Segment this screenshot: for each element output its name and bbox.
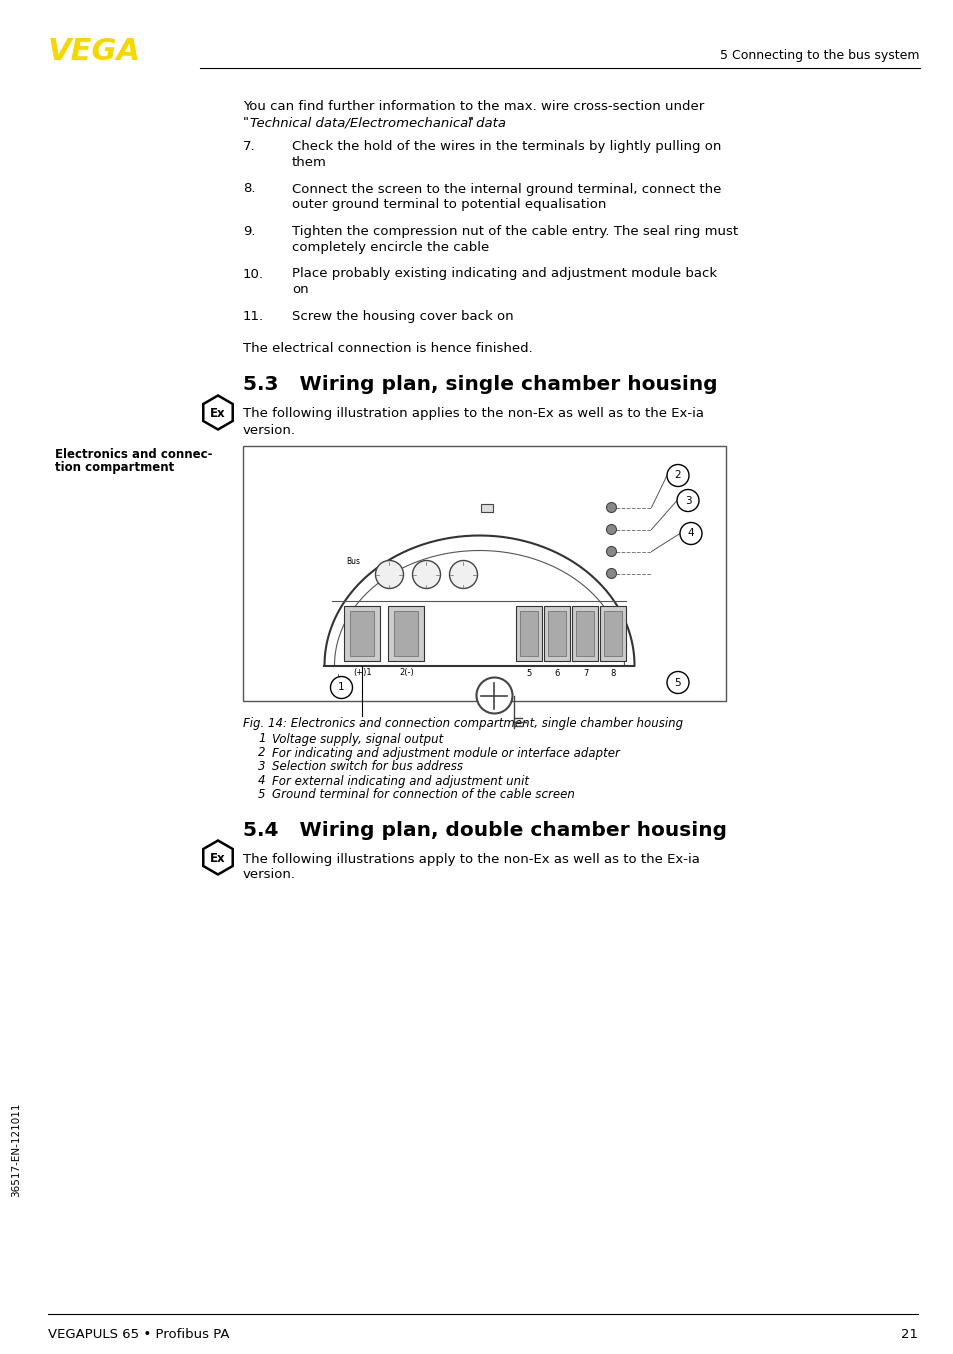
Bar [544, 605, 570, 661]
Text: Place probably existing indicating and adjustment module back: Place probably existing indicating and a… [292, 268, 717, 280]
Bar [604, 611, 622, 655]
Bar [572, 605, 598, 661]
Text: 2(-): 2(-) [398, 669, 414, 677]
Text: Electronics and connec-: Electronics and connec- [55, 448, 213, 460]
Text: +: + [335, 673, 341, 682]
Circle shape [330, 677, 352, 699]
Text: −: − [335, 684, 341, 692]
Text: 1: 1 [337, 682, 344, 692]
Text: 5.3   Wiring plan, single chamber housing: 5.3 Wiring plan, single chamber housing [243, 375, 717, 394]
Text: outer ground terminal to potential equalisation: outer ground terminal to potential equal… [292, 198, 606, 211]
Text: 5: 5 [674, 677, 680, 688]
Text: 2: 2 [674, 470, 680, 481]
Circle shape [606, 569, 616, 578]
Text: 1: 1 [257, 733, 265, 746]
Text: 5: 5 [257, 788, 265, 802]
Text: 36517-EN-121011: 36517-EN-121011 [11, 1102, 21, 1197]
Circle shape [449, 561, 477, 589]
Text: 11.: 11. [243, 310, 264, 324]
Text: 8: 8 [610, 669, 616, 677]
Bar [576, 611, 594, 655]
Text: VEGAPULS 65 • Profibus PA: VEGAPULS 65 • Profibus PA [48, 1328, 230, 1340]
Text: 3: 3 [257, 761, 265, 773]
Bar [388, 605, 424, 661]
Text: 3: 3 [684, 496, 691, 505]
Text: them: them [292, 156, 327, 168]
Text: Bus: Bus [346, 556, 360, 566]
Bar [481, 504, 493, 512]
Text: The following illustrations apply to the non-Ex as well as to the Ex-ia: The following illustrations apply to the… [243, 853, 700, 865]
Text: For external indicating and adjustment unit: For external indicating and adjustment u… [272, 774, 529, 788]
Text: Connect the screen to the internal ground terminal, connect the: Connect the screen to the internal groun… [292, 183, 720, 195]
Text: You can find further information to the max. wire cross-section under: You can find further information to the … [243, 100, 703, 112]
Text: For indicating and adjustment module or interface adapter: For indicating and adjustment module or … [272, 746, 619, 760]
Text: Screw the housing cover back on: Screw the housing cover back on [292, 310, 513, 324]
Text: Technical data/Electromechanical data: Technical data/Electromechanical data [250, 116, 505, 129]
Text: tion compartment: tion compartment [55, 460, 174, 474]
Text: 5.4   Wiring plan, double chamber housing: 5.4 Wiring plan, double chamber housing [243, 821, 726, 839]
Circle shape [476, 677, 512, 714]
Text: Tighten the compression nut of the cable entry. The seal ring must: Tighten the compression nut of the cable… [292, 225, 738, 238]
Circle shape [412, 561, 440, 589]
Circle shape [375, 561, 403, 589]
Text: ": " [468, 116, 474, 129]
Text: The electrical connection is hence finished.: The electrical connection is hence finis… [243, 341, 532, 355]
Text: version.: version. [243, 868, 295, 881]
Text: ": " [243, 116, 249, 129]
Bar [344, 605, 380, 661]
Circle shape [606, 547, 616, 556]
Text: Ex: Ex [210, 852, 226, 865]
Text: 4: 4 [257, 774, 265, 788]
Text: 4: 4 [687, 528, 694, 539]
Bar [395, 611, 418, 655]
Circle shape [679, 523, 701, 544]
Text: 7: 7 [582, 669, 588, 677]
Text: 5 Connecting to the bus system: 5 Connecting to the bus system [720, 49, 919, 61]
Text: Ex: Ex [210, 408, 226, 420]
Text: 6: 6 [555, 669, 559, 677]
Circle shape [606, 524, 616, 535]
Circle shape [606, 502, 616, 513]
Text: 7.: 7. [243, 139, 255, 153]
Text: The following illustration applies to the non-Ex as well as to the Ex-ia: The following illustration applies to th… [243, 408, 703, 421]
Bar [516, 605, 542, 661]
Text: 10.: 10. [243, 268, 264, 280]
Bar [350, 611, 375, 655]
Text: Fig. 14: Electronics and connection compartment, single chamber housing: Fig. 14: Electronics and connection comp… [243, 716, 682, 730]
Text: completely encircle the cable: completely encircle the cable [292, 241, 489, 253]
Text: 21: 21 [900, 1328, 917, 1340]
Text: 5: 5 [526, 669, 532, 677]
Text: Selection switch for bus address: Selection switch for bus address [272, 761, 462, 773]
Text: 9.: 9. [243, 225, 255, 238]
Text: 8.: 8. [243, 183, 255, 195]
Text: on: on [292, 283, 309, 297]
Bar [599, 605, 626, 661]
Bar [548, 611, 566, 655]
Bar [243, 445, 725, 700]
Circle shape [666, 672, 688, 693]
Text: Ground terminal for connection of the cable screen: Ground terminal for connection of the ca… [272, 788, 575, 802]
Text: Voltage supply, signal output: Voltage supply, signal output [272, 733, 443, 746]
Text: VEGA: VEGA [48, 38, 141, 66]
Bar [520, 611, 537, 655]
Circle shape [677, 490, 699, 512]
Text: 2: 2 [257, 746, 265, 760]
Text: Check the hold of the wires in the terminals by lightly pulling on: Check the hold of the wires in the termi… [292, 139, 720, 153]
Text: (+)1: (+)1 [353, 669, 372, 677]
Text: version.: version. [243, 424, 295, 436]
Circle shape [666, 464, 688, 486]
